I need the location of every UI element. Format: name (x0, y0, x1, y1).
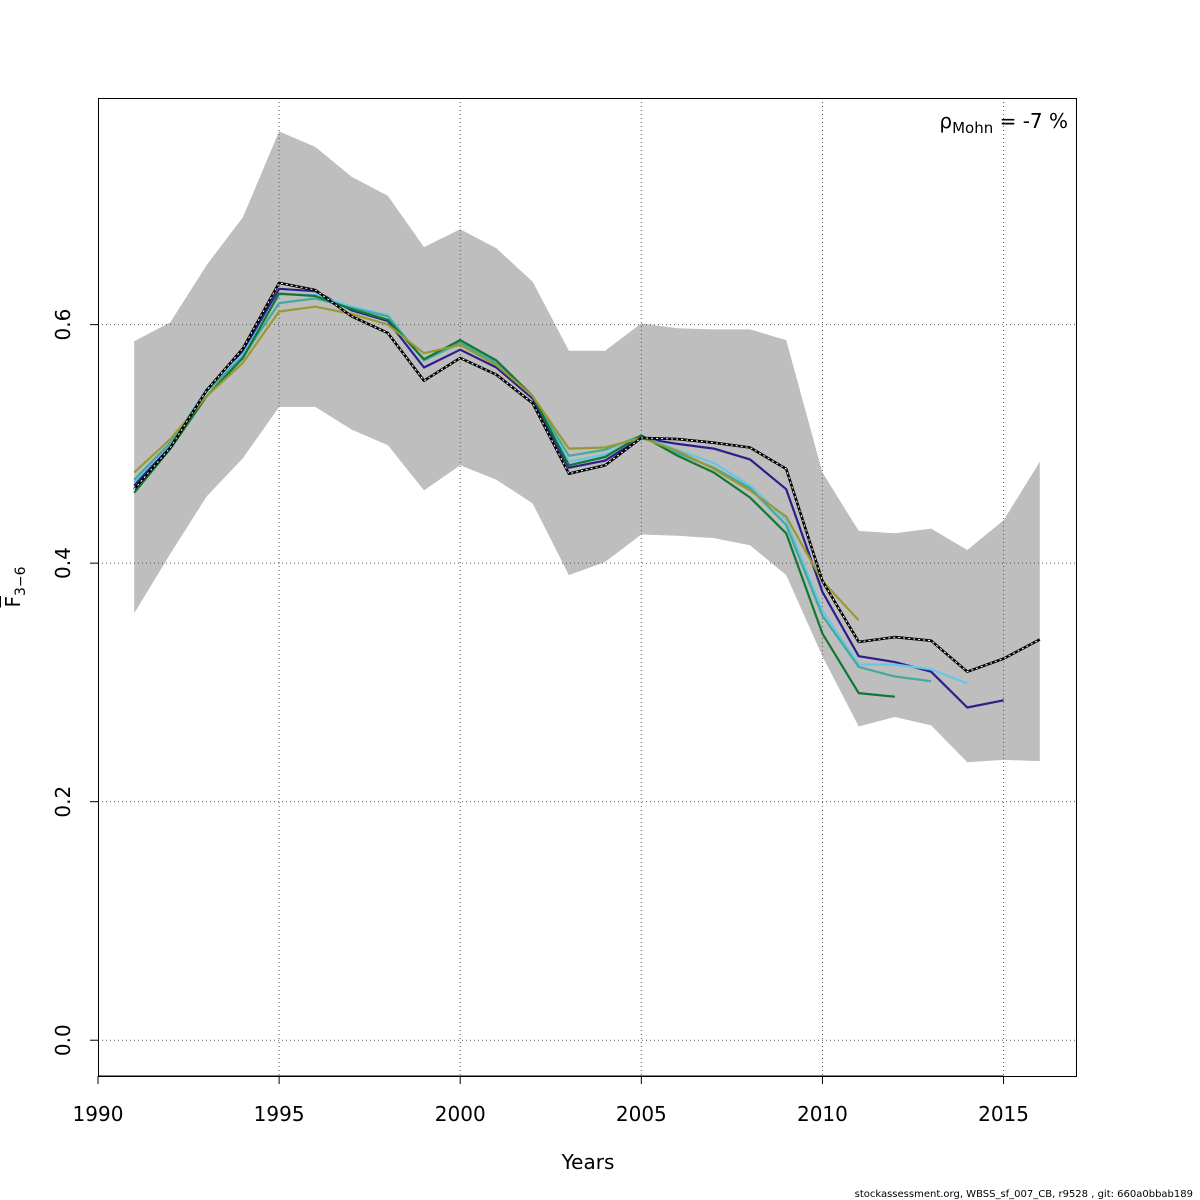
svg-text:F3−6: F3−6 (1, 566, 29, 607)
x-tick-label: 1990 (73, 1102, 124, 1126)
x-tick-label: 2000 (435, 1102, 486, 1126)
series-line (133, 287, 1004, 709)
x-tick-label: 2015 (978, 1102, 1029, 1126)
series-layer (133, 281, 1041, 709)
x-axis-title: Years (561, 1150, 615, 1174)
series-line (133, 305, 860, 622)
x-tick-label: 2010 (797, 1102, 848, 1126)
y-axis-title-base: F (1, 596, 25, 608)
y-tick-label: 0.6 (51, 309, 75, 341)
footer-credit: stockassessment.org, WBSS_sf_007_CB, r95… (855, 1189, 1193, 1200)
x-tick-label: 1995 (254, 1102, 305, 1126)
y-axis: 0.0 0.2 0.4 0.6 (51, 309, 98, 1056)
y-axis-title-subscript: 3−6 (13, 566, 29, 596)
x-tick-label: 2005 (616, 1102, 667, 1126)
x-axis: 1990 1995 2000 2005 2010 2015 (73, 1075, 1029, 1126)
series-line (133, 292, 896, 698)
confidence-band-layer (134, 131, 1040, 763)
rho-symbol: ρ (939, 109, 952, 133)
y-tick-label: 0.0 (51, 1024, 75, 1056)
rho-value: = -7 % (993, 109, 1068, 133)
series-line-dash-overlay (133, 282, 1041, 673)
mohn-rho-annotation: ρMohn = -7 % (939, 109, 1068, 137)
rho-subscript: Mohn (952, 119, 993, 137)
y-tick-label: 0.2 (51, 786, 75, 818)
y-axis-title: F3−6 (1, 566, 29, 607)
grid-layer (98, 98, 1076, 1076)
y-tick-label: 0.4 (51, 547, 75, 579)
confidence-band (134, 131, 1040, 763)
